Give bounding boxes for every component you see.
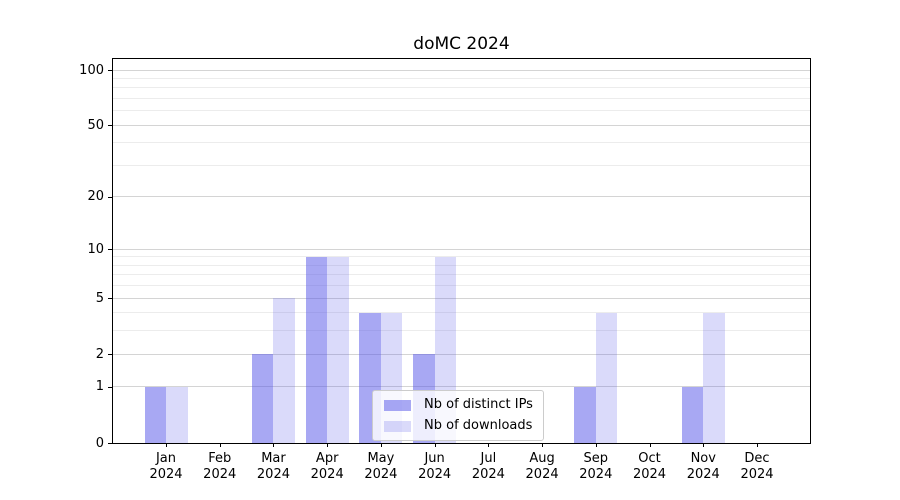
y-tick-label-100: 100 [79, 62, 104, 78]
x-tick-mark-may [380, 443, 382, 447]
bar-distinct-ips-apr [305, 256, 328, 443]
x-tick-mark-sep [595, 443, 597, 447]
y-tick-label-50: 50 [87, 117, 104, 133]
gridline-9 [113, 256, 810, 258]
gridline-50 [113, 124, 810, 126]
gridline-100 [113, 69, 810, 71]
gridline-2 [113, 353, 810, 355]
plot-area [112, 58, 811, 444]
x-tick-label-mar: Mar 2024 [256, 451, 290, 482]
bar-distinct-ips-jan [144, 386, 166, 443]
legend-item-downloads: Nb of downloads [384, 418, 533, 434]
gridline-90 [113, 77, 810, 79]
y-tick-mark-2 [108, 354, 112, 356]
bar-distinct-ips-sep [574, 386, 596, 443]
x-tick-label-apr: Apr 2024 [310, 451, 344, 482]
x-tick-label-dec: Dec 2024 [740, 451, 774, 482]
x-tick-label-nov: Nov 2024 [686, 451, 720, 482]
gridline-10 [113, 248, 810, 250]
x-tick-label-feb: Feb 2024 [203, 451, 237, 482]
x-tick-mark-aug [542, 443, 544, 447]
chart-title: doMC 2024 [413, 34, 510, 54]
y-tick-mark-1 [108, 386, 112, 388]
gridline-70 [113, 97, 810, 99]
legend-swatch-distinct-ips [384, 399, 411, 411]
bar-downloads-mar [273, 298, 295, 443]
bar-downloads-sep [595, 312, 618, 443]
x-tick-mark-apr [327, 443, 329, 447]
y-tick-label-10: 10 [87, 241, 104, 257]
y-tick-mark-10 [108, 249, 112, 251]
x-tick-label-jul: Jul 2024 [471, 451, 505, 482]
y-tick-label-2: 2 [95, 346, 104, 362]
y-tick-mark-0 [108, 443, 112, 444]
y-tick-label-0: 0 [95, 435, 104, 451]
legend-label-downloads: Nb of downloads [424, 418, 533, 433]
x-tick-mark-jun [434, 443, 436, 447]
x-tick-label-jun: Jun 2024 [418, 451, 452, 482]
x-tick-mark-nov [703, 443, 705, 447]
x-tick-label-may: May 2024 [364, 451, 398, 482]
bar-distinct-ips-mar [251, 354, 274, 443]
x-tick-label-jan: Jan 2024 [149, 451, 183, 482]
gridline-4 [113, 312, 810, 314]
y-tick-mark-50 [108, 125, 112, 127]
x-tick-mark-jan [166, 443, 167, 447]
gridline-40 [113, 142, 810, 144]
x-tick-mark-jul [488, 443, 490, 447]
x-tick-label-oct: Oct 2024 [632, 451, 667, 482]
gridline-20 [113, 196, 810, 198]
gridline-8 [113, 264, 810, 266]
y-tick-mark-5 [108, 298, 112, 300]
y-tick-label-5: 5 [95, 290, 104, 306]
legend-item-distinct-ips: Nb of distinct IPs [384, 397, 533, 413]
gridline-3 [113, 330, 810, 332]
bar-distinct-ips-nov [681, 386, 704, 443]
gridline-6 [113, 285, 810, 287]
y-tick-label-1: 1 [95, 379, 104, 395]
bar-downloads-nov [703, 312, 725, 443]
y-tick-mark-20 [108, 196, 112, 198]
x-tick-mark-feb [219, 443, 221, 447]
x-tick-mark-mar [273, 443, 275, 447]
x-tick-mark-dec [756, 443, 758, 447]
x-tick-mark-oct [649, 443, 651, 447]
legend: Nb of distinct IPs Nb of downloads [372, 390, 544, 441]
gridline-7 [113, 274, 810, 276]
y-tick-mark-100 [108, 70, 112, 71]
x-tick-label-sep: Sep 2024 [579, 451, 613, 482]
gridline-1 [113, 386, 810, 388]
y-tick-label-20: 20 [87, 189, 104, 205]
bar-downloads-jan [166, 386, 188, 443]
x-tick-label-aug: Aug 2024 [525, 451, 559, 482]
bar-downloads-apr [327, 256, 349, 443]
gridline-5 [113, 297, 810, 299]
gridline-80 [113, 87, 810, 89]
gridline-30 [113, 164, 810, 166]
legend-swatch-downloads [384, 420, 411, 432]
gridline-60 [113, 110, 810, 112]
legend-label-distinct-ips: Nb of distinct IPs [424, 397, 533, 412]
